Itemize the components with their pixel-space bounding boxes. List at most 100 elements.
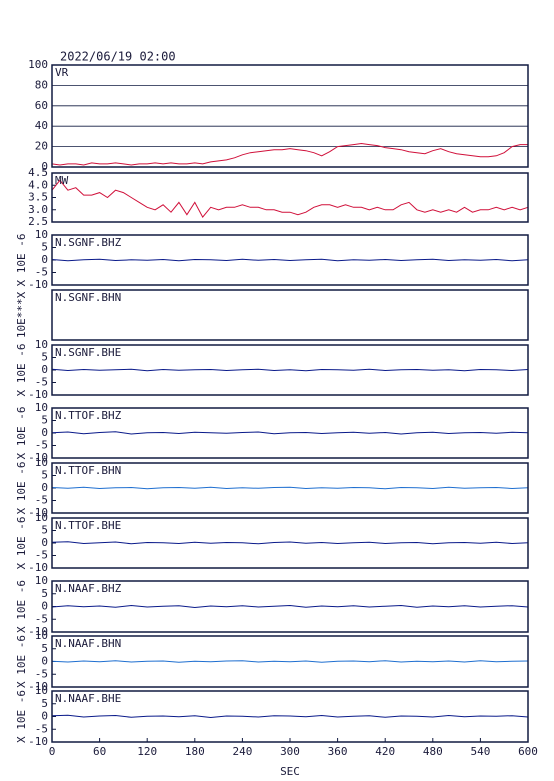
panel-label: MW — [55, 174, 69, 187]
y-tick-label: 5 — [41, 469, 48, 482]
panel-frame — [51, 289, 529, 341]
panel-label: N.SGNF.BHN — [55, 291, 121, 304]
y-tick-label: 10 — [35, 684, 48, 697]
y-axis-label: X 10E -6 — [15, 407, 28, 460]
y-tick-label: -5 — [35, 266, 48, 279]
y-axis-label: X 10E -6 — [15, 580, 28, 633]
panel-frame — [51, 517, 529, 569]
y-tick-label: -10 — [28, 278, 48, 291]
data-line — [51, 660, 529, 663]
y-tick-label: 0 — [41, 160, 48, 173]
y-tick-label: -5 — [35, 722, 48, 735]
y-axis-label: X 10E -6 — [15, 517, 28, 570]
y-axis-label: X 10E -6 — [15, 690, 28, 743]
panel-frame — [51, 172, 529, 223]
y-tick-label: -10 — [28, 561, 48, 574]
y-tick-label: -10 — [28, 625, 48, 638]
y-tick-label: -5 — [35, 439, 48, 452]
panel-frame — [51, 580, 529, 633]
y-tick-label: 4.5 — [28, 166, 48, 179]
panel-frame — [51, 407, 529, 459]
y-tick-label: -10 — [28, 388, 48, 401]
data-line — [51, 258, 529, 262]
data-line — [51, 368, 529, 372]
x-tick-label: 360 — [328, 745, 348, 758]
y-axis-label: X 10E -6 — [15, 635, 28, 688]
panel-label: N.NAAF.BHZ — [55, 582, 122, 595]
x-tick-label: 420 — [375, 745, 395, 758]
data-line — [51, 714, 529, 719]
y-tick-label: 0 — [41, 710, 48, 723]
x-tick-label: 180 — [185, 745, 205, 758]
y-tick-label: 5 — [41, 524, 48, 537]
x-tick-label: 300 — [280, 745, 300, 758]
x-tick-label: 120 — [137, 745, 157, 758]
y-tick-label: -5 — [35, 667, 48, 680]
panel-frame — [51, 462, 529, 514]
y-tick-label: 60 — [35, 99, 48, 112]
y-tick-label: 0 — [41, 253, 48, 266]
panel-frame — [51, 234, 529, 286]
panel-label: N.SGNF.BHE — [55, 346, 121, 359]
y-tick-label: 100 — [28, 58, 48, 71]
y-tick-label: 10 — [35, 456, 48, 469]
y-tick-label: 10 — [35, 401, 48, 414]
panel-label: N.NAAF.BHE — [55, 692, 121, 705]
y-tick-label: 0 — [41, 363, 48, 376]
x-tick-label: 600 — [518, 745, 538, 758]
y-tick-label: 0 — [41, 655, 48, 668]
panel-label: N.TTOF.BHZ — [55, 409, 122, 422]
chart-title: 2022/06/19 02:00 — [60, 50, 176, 64]
panel-label: N.SGNF.BHZ — [55, 236, 122, 249]
x-tick-label: 60 — [93, 745, 106, 758]
data-line — [51, 486, 529, 490]
y-tick-label: 0 — [41, 426, 48, 439]
y-tick-label: 4.0 — [28, 178, 48, 191]
y-tick-label: 0 — [41, 600, 48, 613]
y-axis-label: X 10E -6 — [15, 344, 28, 397]
y-tick-label: 80 — [35, 78, 48, 91]
y-tick-label: 10 — [35, 228, 48, 241]
y-tick-label: 10 — [35, 574, 48, 587]
y-tick-label: 10 — [35, 629, 48, 642]
y-tick-label: -10 — [28, 680, 48, 693]
y-axis-label: X 10E -6 — [15, 234, 28, 287]
y-tick-label: -5 — [35, 549, 48, 562]
y-tick-label: 10 — [35, 338, 48, 351]
y-tick-label: 5 — [41, 642, 48, 655]
y-axis-label: 10E***X — [15, 291, 28, 338]
y-tick-label: 5 — [41, 587, 48, 600]
y-tick-label: 5 — [41, 697, 48, 710]
y-tick-label: -10 — [28, 451, 48, 464]
x-tick-label: 240 — [232, 745, 252, 758]
y-tick-label: 3.5 — [28, 191, 48, 204]
data-line — [51, 142, 528, 166]
panel-label: N.TTOF.BHE — [55, 519, 121, 532]
y-tick-label: 5 — [41, 241, 48, 254]
panel-frame — [51, 64, 529, 168]
y-tick-label: 40 — [35, 119, 48, 132]
panel-label: N.TTOF.BHN — [55, 464, 121, 477]
panel-label: VR — [55, 66, 69, 79]
y-tick-label: -5 — [35, 376, 48, 389]
x-tick-label: 480 — [423, 745, 443, 758]
x-axis-label: SEC — [280, 765, 300, 778]
panel-frame — [51, 344, 529, 396]
y-tick-label: 2.5 — [28, 215, 48, 228]
y-tick-label: -10 — [28, 735, 48, 748]
y-tick-label: 5 — [41, 351, 48, 364]
y-tick-label: 3.0 — [28, 203, 48, 216]
y-tick-label: -5 — [35, 494, 48, 507]
y-axis-label: X 10E -6 — [15, 462, 28, 515]
y-tick-label: -5 — [35, 612, 48, 625]
y-tick-label: 10 — [35, 511, 48, 524]
panel-frame — [51, 635, 529, 688]
x-tick-label: 540 — [470, 745, 490, 758]
y-tick-label: 5 — [41, 414, 48, 427]
y-tick-label: -10 — [28, 506, 48, 519]
y-tick-label: 0 — [41, 536, 48, 549]
data-line — [51, 541, 529, 545]
x-tick-label: 0 — [49, 745, 56, 758]
